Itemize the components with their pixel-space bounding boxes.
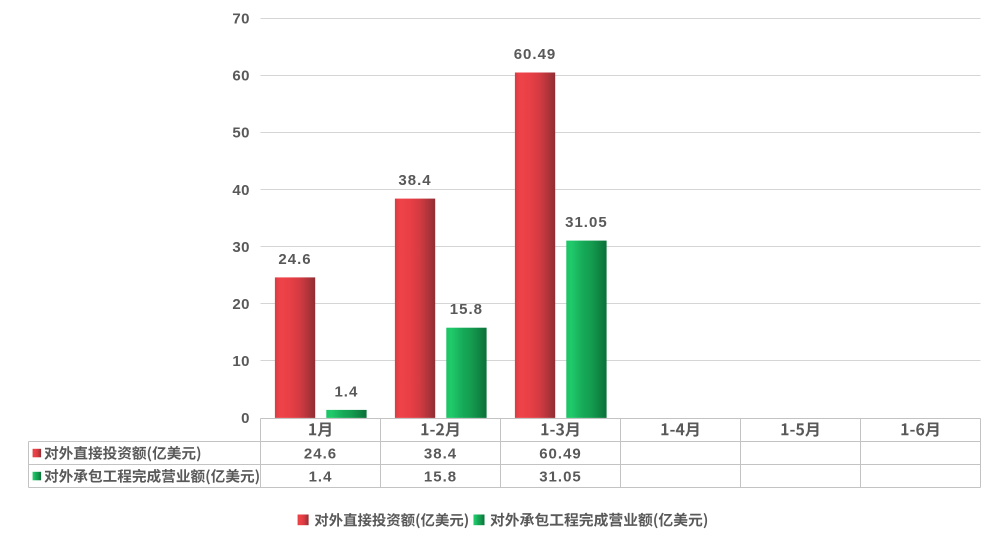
- svg-text:24.6: 24.6: [278, 251, 311, 268]
- svg-text:1.4: 1.4: [334, 383, 358, 400]
- svg-text:15.8: 15.8: [424, 468, 457, 485]
- svg-text:60: 60: [232, 68, 250, 85]
- svg-text:30: 30: [232, 239, 250, 256]
- svg-text:38.4: 38.4: [424, 445, 457, 462]
- svg-text:60.49: 60.49: [514, 46, 557, 63]
- svg-text:10: 10: [232, 353, 250, 370]
- svg-text:60.49: 60.49: [539, 445, 582, 462]
- svg-text:0: 0: [241, 410, 250, 427]
- svg-text:20: 20: [232, 296, 250, 313]
- svg-text:24.6: 24.6: [304, 445, 337, 462]
- svg-text:40: 40: [232, 182, 250, 199]
- svg-text:31.05: 31.05: [565, 214, 608, 231]
- svg-text:31.05: 31.05: [539, 468, 582, 485]
- svg-text:1.4: 1.4: [309, 468, 333, 485]
- svg-text:50: 50: [232, 125, 250, 142]
- svg-text:38.4: 38.4: [398, 172, 431, 189]
- svg-text:15.8: 15.8: [450, 301, 483, 318]
- svg-text:70: 70: [232, 11, 250, 28]
